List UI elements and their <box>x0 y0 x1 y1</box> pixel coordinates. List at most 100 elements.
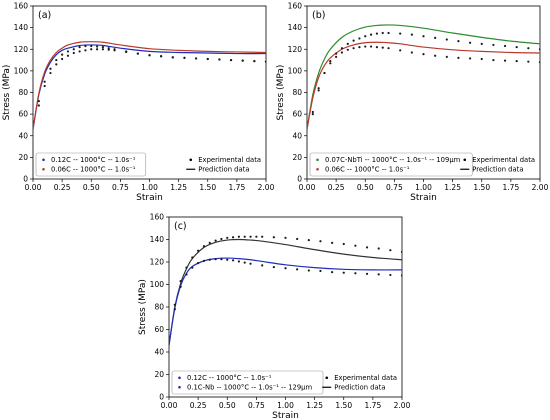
experimental-point <box>261 264 264 267</box>
experimental-point <box>197 249 200 252</box>
experimental-point <box>49 67 52 70</box>
prediction-line-1 <box>307 24 540 130</box>
series-group <box>33 41 266 130</box>
experimental-point <box>329 60 332 63</box>
y-tick-label: 160 <box>14 2 29 11</box>
y-axis-label: Stress (MPa) <box>276 65 286 121</box>
experimental-point <box>399 49 402 52</box>
experimental-point <box>296 237 299 241</box>
y-tick-label: 0 <box>297 175 302 184</box>
x-tick-label: 0.75 <box>248 401 265 410</box>
experimental-point <box>364 45 367 48</box>
experimental-point <box>61 57 64 61</box>
experimental-point <box>319 240 322 243</box>
legend-label: Experimental data <box>334 374 397 382</box>
experimental-point <box>503 44 507 48</box>
x-tick-label: 0.00 <box>299 183 316 192</box>
experimental-point <box>185 266 188 269</box>
experimental-point <box>148 54 151 57</box>
legend-bottom-right: Experimental data Prediction data <box>322 374 397 392</box>
experimental-point <box>206 57 209 61</box>
experimental-point <box>340 47 344 50</box>
experimental-point <box>410 51 413 54</box>
experimental-point <box>527 60 530 63</box>
experimental-point <box>95 45 99 48</box>
experimental-point <box>37 104 40 107</box>
chart-panel-2: 0.00 0.25 0.50 0.75 1.00 1.25 1.50 1.75 2.00 0 20 4… <box>276 2 549 203</box>
experimental-point <box>538 48 540 51</box>
experimental-point <box>72 48 75 51</box>
x-tick-label: 1.75 <box>503 183 520 192</box>
experimental-point <box>329 62 332 65</box>
x-axis-label: Strain <box>272 411 299 420</box>
experimental-point <box>400 274 402 277</box>
experimental-point <box>365 272 369 275</box>
x-axis-label: Strain <box>410 193 437 203</box>
experimental-point <box>173 308 176 311</box>
experimental-point <box>191 256 194 259</box>
legend-point-swatch <box>463 158 467 162</box>
experimental-point <box>101 48 104 51</box>
experimental-point <box>422 35 425 38</box>
experimental-point <box>84 49 87 52</box>
experimental-point <box>381 31 384 35</box>
x-tick-label: 1.75 <box>229 183 246 192</box>
experimental-point <box>37 100 40 103</box>
legend-bottom-left: 0.07C-NbTi -- 1000°C -- 1.0s⁻¹ -- 109μm 0… <box>309 152 473 177</box>
legend-label: 0.12C -- 1000°C -- 1.0s⁻¹ <box>51 156 136 164</box>
legend-bottom-left: 0.12C -- 1000°C -- 1.0s⁻¹ 0.1C-Nb -- 1000… <box>171 370 324 395</box>
legend-label: 0.07C-NbTi -- 1000°C -- 1.0s⁻¹ -- 109μm <box>325 156 461 164</box>
y-axis-label: Stress (MPa) <box>2 65 12 121</box>
experimental-point <box>261 235 264 238</box>
experimental-point <box>369 45 373 48</box>
y-tick-label: 120 <box>288 45 303 54</box>
experimental-point <box>354 244 357 247</box>
experimental-point <box>434 36 437 39</box>
experimental-point <box>399 32 402 35</box>
x-tick-label: 1.00 <box>141 183 158 192</box>
legend-label: Prediction data <box>472 166 523 174</box>
experimental-point <box>469 41 472 44</box>
experimental-point <box>241 59 244 62</box>
experimental-point <box>358 45 361 49</box>
experimental-point <box>296 268 299 271</box>
experimental-point <box>538 61 540 64</box>
experimental-point <box>66 50 70 53</box>
x-axis-label: Strain <box>136 193 163 203</box>
experimental-point <box>515 45 518 49</box>
y-tick-label: 20 <box>292 153 302 162</box>
y-tick-label: 100 <box>150 280 165 289</box>
y-tick-label: 60 <box>292 110 302 119</box>
experimental-point <box>480 42 483 45</box>
experimental-point <box>445 38 448 41</box>
experimental-point <box>237 260 240 263</box>
x-tick-label: 2.00 <box>532 183 549 192</box>
legend-box <box>309 152 473 177</box>
experimental-point <box>331 241 334 244</box>
experimental-point <box>307 238 310 242</box>
experimental-point <box>323 71 326 75</box>
prediction-line-1 <box>169 238 402 346</box>
experimental-point <box>220 237 223 241</box>
legend-point-swatch <box>189 158 193 162</box>
experimental-point <box>72 51 75 55</box>
experimental-point <box>101 45 104 49</box>
prediction-line-2 <box>169 257 402 346</box>
experimental-point <box>340 51 344 54</box>
legend-label: 0.06C -- 1000°C -- 1.0s⁻¹ <box>325 166 410 174</box>
prediction-line-2 <box>307 41 540 130</box>
experimental-point <box>352 39 355 42</box>
experimental-point <box>185 273 188 276</box>
experimental-point <box>354 272 357 275</box>
experimental-point <box>255 235 258 238</box>
experimental-point <box>253 60 256 63</box>
y-tick-label: 80 <box>154 303 164 312</box>
experimental-point <box>202 245 206 248</box>
experimental-point <box>335 52 338 55</box>
x-tick-label: 0.25 <box>54 183 71 192</box>
experimental-point <box>226 258 229 261</box>
experimental-point <box>284 267 287 270</box>
experimental-point <box>66 54 70 57</box>
series-group <box>169 235 402 346</box>
